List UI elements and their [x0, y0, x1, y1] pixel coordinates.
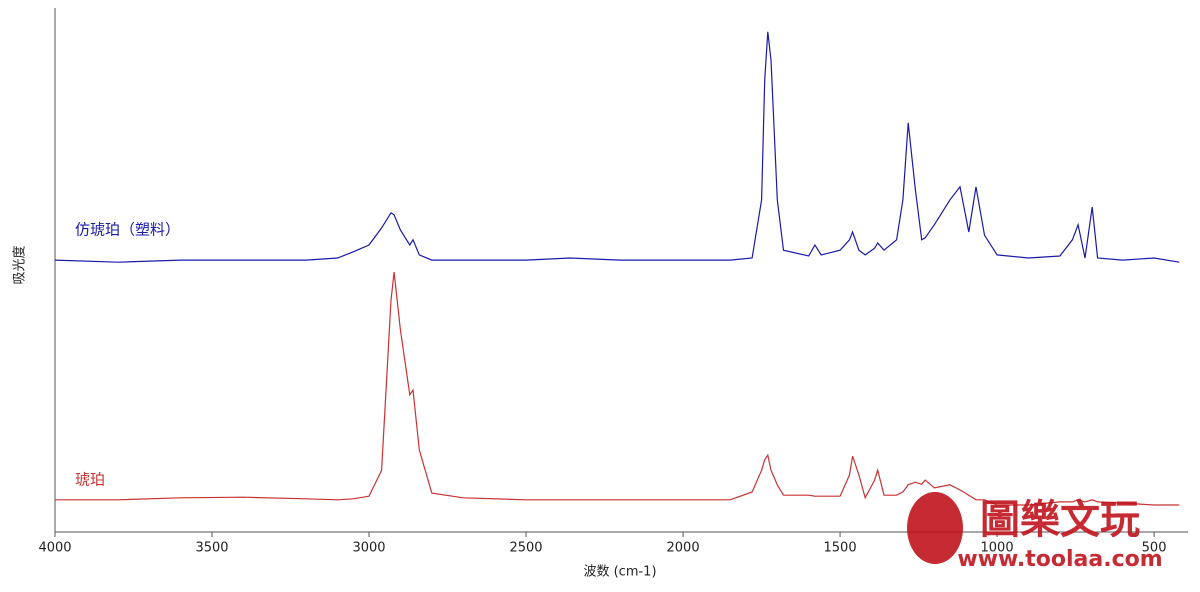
series-label: 仿琥珀（塑料） [75, 221, 180, 239]
watermark: 圖樂文玩 www.toolaa.com [907, 492, 1163, 572]
watermark-url: www.toolaa.com [957, 547, 1162, 572]
x-tick-label: 2000 [667, 541, 700, 556]
watermark-title: 圖樂文玩 [980, 497, 1140, 543]
series-label: 琥珀 [75, 471, 105, 489]
watermark-logo [907, 492, 963, 564]
x-tick-label: 500 [1142, 541, 1167, 556]
x-tick-label: 2500 [509, 541, 542, 556]
spectrum-line [55, 272, 1180, 506]
x-tick-label: 4000 [38, 541, 71, 556]
x-axis-label: 波数 (cm-1) [583, 565, 656, 580]
x-tick-label: 1500 [824, 541, 857, 556]
spectrum-line [54, 31, 1180, 263]
y-axis-label: 吸光度 [12, 245, 28, 284]
x-tick-label: 3500 [195, 541, 228, 556]
x-tick-label: 1000 [981, 541, 1014, 556]
x-tick-label: 3000 [352, 541, 385, 556]
